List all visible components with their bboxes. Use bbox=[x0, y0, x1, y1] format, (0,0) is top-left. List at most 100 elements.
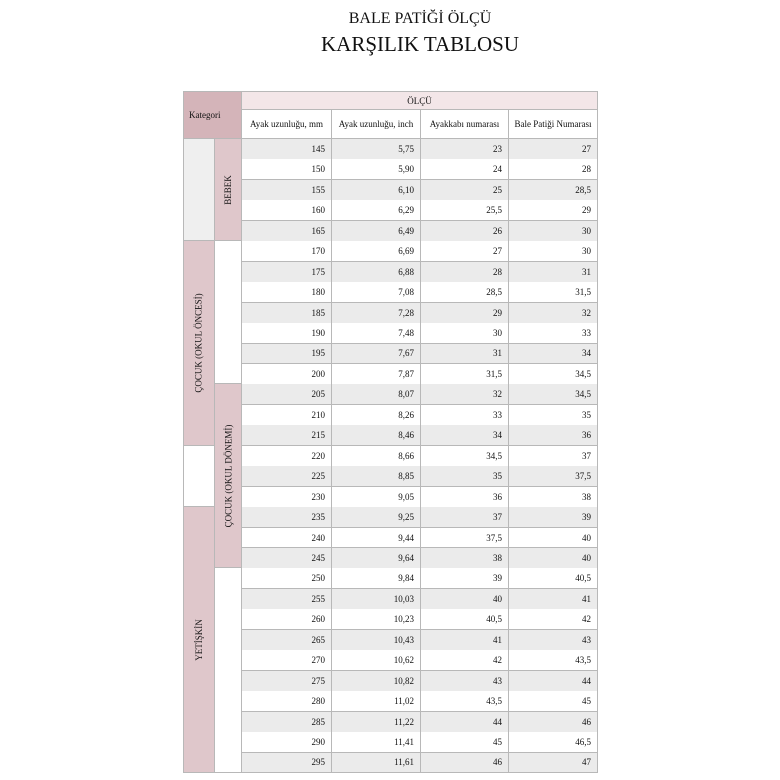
table-cell: 155 bbox=[242, 179, 332, 201]
table-cell: 28 bbox=[509, 159, 598, 181]
table-cell: 9,05 bbox=[332, 486, 421, 508]
table-cell: 285 bbox=[242, 711, 332, 733]
table-cell: 9,84 bbox=[332, 568, 421, 590]
table-cell: 30 bbox=[509, 241, 598, 263]
table-cell: 11,41 bbox=[332, 732, 421, 753]
table-cell: 34,5 bbox=[509, 384, 598, 406]
table-cell: 43,5 bbox=[421, 691, 509, 713]
table-cell: 7,87 bbox=[332, 363, 421, 385]
table-cell: 245 bbox=[242, 548, 332, 569]
table-cell: 37,5 bbox=[509, 466, 598, 488]
table-cell: 37,5 bbox=[421, 527, 509, 549]
table-cell: 46 bbox=[509, 711, 598, 733]
table-cell: 225 bbox=[242, 466, 332, 488]
table-cell: 45 bbox=[509, 691, 598, 713]
table-cell: 29 bbox=[421, 302, 509, 324]
table-cell: 44 bbox=[509, 670, 598, 692]
table-cell: 40 bbox=[509, 527, 598, 549]
table-cell: 42 bbox=[509, 609, 598, 631]
table-cell: 255 bbox=[242, 588, 332, 610]
table-cell: 47 bbox=[509, 752, 598, 774]
table-cell: 8,26 bbox=[332, 404, 421, 426]
table-cell: 28,5 bbox=[421, 282, 509, 304]
table-cell: 40 bbox=[421, 588, 509, 610]
table-cell: 160 bbox=[242, 200, 332, 222]
table-cell: 40,5 bbox=[509, 568, 598, 590]
table-cell: 28 bbox=[421, 261, 509, 283]
table-cell: 41 bbox=[421, 629, 509, 651]
table-cell: 280 bbox=[242, 691, 332, 713]
size-chart-table: Kategori ÖLÇÜ Ayak uzunluğu, mm Ayak uzun… bbox=[183, 91, 598, 774]
table-cell: 44 bbox=[421, 711, 509, 733]
table-cell: 220 bbox=[242, 445, 332, 467]
title-line-2: KARŞILIK TABLOSU bbox=[320, 32, 520, 56]
table-cell: 33 bbox=[509, 323, 598, 344]
table-cell: 31,5 bbox=[509, 282, 598, 304]
table-cell: 210 bbox=[242, 404, 332, 426]
table-cell: 34 bbox=[421, 425, 509, 447]
title-line-1: BALE PATİĞİ ÖLÇÜ bbox=[348, 10, 492, 27]
table-cell: 45 bbox=[421, 732, 509, 753]
table-cell: 37 bbox=[421, 507, 509, 529]
table-cell: 250 bbox=[242, 568, 332, 590]
table-cell: 145 bbox=[242, 139, 332, 160]
table-cell: 10,82 bbox=[332, 670, 421, 692]
table-cell: 5,75 bbox=[332, 139, 421, 160]
measurement-group-header: ÖLÇÜ bbox=[242, 92, 598, 110]
table-cell: 5,90 bbox=[332, 159, 421, 181]
table-cell: 24 bbox=[421, 159, 509, 181]
table-cell: 25,5 bbox=[421, 200, 509, 222]
table-cell: 43 bbox=[421, 670, 509, 692]
table-cell: 7,28 bbox=[332, 302, 421, 324]
category-cell: ÇOCUK (OKUL DÖNEMİ) bbox=[215, 384, 242, 569]
table-cell: 30 bbox=[509, 220, 598, 242]
category-cell bbox=[215, 241, 242, 385]
table-cell: 43 bbox=[509, 629, 598, 651]
table-cell: 270 bbox=[242, 650, 332, 672]
table-cell: 190 bbox=[242, 323, 332, 344]
table-cell: 260 bbox=[242, 609, 332, 631]
table-cell: 33 bbox=[421, 404, 509, 426]
table-cell: 31,5 bbox=[421, 363, 509, 385]
table-cell: 30 bbox=[421, 323, 509, 344]
table-cell: 28,5 bbox=[509, 179, 598, 201]
table-cell: 42 bbox=[421, 650, 509, 672]
table-cell: 10,43 bbox=[332, 629, 421, 651]
table-cell: 11,22 bbox=[332, 711, 421, 733]
table-cell: 185 bbox=[242, 302, 332, 324]
category-label: BEBEK bbox=[223, 174, 234, 205]
table-cell: 235 bbox=[242, 507, 332, 529]
category-cell: ÇOCUK (OKUL ÖNCESİ) bbox=[184, 241, 215, 446]
table-cell: 10,23 bbox=[332, 609, 421, 631]
table-cell: 230 bbox=[242, 486, 332, 508]
table-cell: 7,67 bbox=[332, 343, 421, 365]
table-cell: 180 bbox=[242, 282, 332, 304]
table-cell: 10,03 bbox=[332, 588, 421, 610]
table-cell: 6,10 bbox=[332, 179, 421, 201]
table-cell: 34,5 bbox=[509, 363, 598, 385]
table-cell: 43,5 bbox=[509, 650, 598, 672]
table-cell: 26 bbox=[421, 220, 509, 242]
table-cell: 35 bbox=[421, 466, 509, 488]
table-cell: 215 bbox=[242, 425, 332, 447]
category-cell bbox=[184, 445, 215, 508]
table-cell: 34,5 bbox=[421, 445, 509, 467]
table-cell: 6,29 bbox=[332, 200, 421, 222]
table-cell: 35 bbox=[509, 404, 598, 426]
table-cell: 8,07 bbox=[332, 384, 421, 406]
table-cell: 265 bbox=[242, 629, 332, 651]
table-cell: 34 bbox=[509, 343, 598, 365]
table-cell: 46,5 bbox=[509, 732, 598, 753]
table-cell: 240 bbox=[242, 527, 332, 549]
table-cell: 200 bbox=[242, 363, 332, 385]
table-cell: 9,25 bbox=[332, 507, 421, 529]
table-cell: 295 bbox=[242, 752, 332, 774]
table-cell: 39 bbox=[421, 568, 509, 590]
table-cell: 6,49 bbox=[332, 220, 421, 242]
table-cell: 27 bbox=[509, 139, 598, 160]
table-cell: 175 bbox=[242, 261, 332, 283]
table-cell: 7,48 bbox=[332, 323, 421, 344]
table-cell: 195 bbox=[242, 343, 332, 365]
table-cell: 37 bbox=[509, 445, 598, 467]
table-cell: 6,69 bbox=[332, 241, 421, 263]
